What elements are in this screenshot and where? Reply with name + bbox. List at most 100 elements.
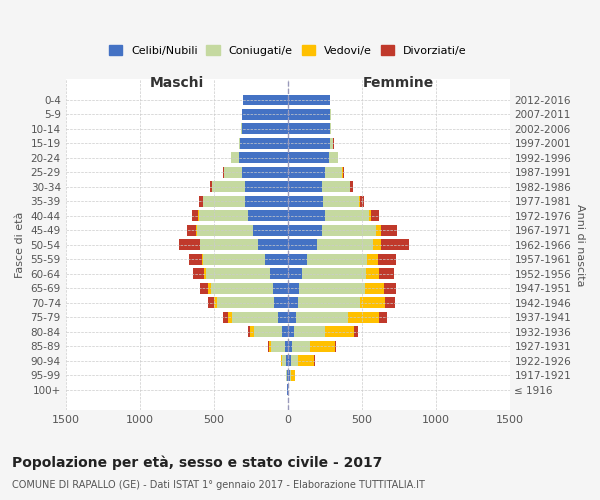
Bar (239, 152, 287, 164)
Bar (371, 210, 379, 222)
Bar (269, 341, 271, 351)
Bar (287, 356, 290, 366)
Bar (206, 268, 270, 279)
Bar (284, 341, 287, 351)
Bar (298, 356, 314, 366)
Bar (287, 283, 299, 294)
Bar (274, 298, 287, 308)
Bar (214, 298, 217, 308)
Bar (281, 326, 287, 337)
Bar (287, 109, 331, 120)
Bar (242, 109, 287, 120)
Bar (325, 167, 343, 178)
Bar (239, 138, 240, 149)
Bar (287, 268, 302, 279)
Bar (217, 298, 274, 308)
Bar (290, 370, 295, 380)
Bar (350, 182, 353, 192)
Bar (200, 240, 258, 250)
Bar (223, 312, 227, 322)
Bar (281, 356, 286, 366)
Bar (296, 312, 347, 322)
Bar (360, 298, 385, 308)
Bar (385, 298, 395, 308)
Bar (359, 196, 360, 207)
Bar (203, 196, 245, 207)
Bar (208, 283, 211, 294)
Bar (376, 225, 381, 236)
Bar (290, 356, 298, 366)
Bar (254, 326, 281, 337)
Bar (253, 225, 287, 236)
Bar (299, 283, 365, 294)
Bar (223, 167, 224, 178)
Bar (367, 254, 378, 264)
Bar (373, 240, 381, 250)
Bar (271, 341, 284, 351)
Bar (287, 196, 323, 207)
Bar (354, 326, 358, 337)
Bar (298, 298, 360, 308)
Bar (366, 268, 379, 279)
Bar (245, 196, 287, 207)
Bar (187, 225, 196, 236)
Bar (270, 268, 287, 279)
Bar (329, 152, 338, 164)
Bar (307, 254, 367, 264)
Text: Maschi: Maschi (149, 76, 204, 90)
Bar (243, 94, 287, 106)
Bar (287, 138, 331, 149)
Bar (323, 196, 359, 207)
Bar (310, 341, 335, 351)
Bar (287, 370, 290, 380)
Bar (240, 138, 287, 149)
Bar (192, 210, 199, 222)
Bar (287, 298, 298, 308)
Bar (287, 124, 331, 134)
Bar (287, 326, 293, 337)
Bar (205, 268, 206, 279)
Bar (197, 225, 253, 236)
Bar (211, 283, 273, 294)
Text: Femmine: Femmine (363, 76, 434, 90)
Bar (287, 254, 307, 264)
Bar (287, 152, 329, 164)
Bar (200, 283, 208, 294)
Bar (265, 254, 287, 264)
Bar (202, 254, 203, 264)
Bar (208, 298, 214, 308)
Bar (322, 182, 350, 192)
Bar (278, 312, 287, 322)
Bar (287, 341, 292, 351)
Bar (287, 94, 331, 106)
Legend: Celibi/Nubili, Coniugati/e, Vedovi/e, Divorziati/e: Celibi/Nubili, Coniugati/e, Vedovi/e, Di… (106, 42, 470, 60)
Bar (384, 283, 395, 294)
Bar (302, 268, 366, 279)
Bar (379, 312, 387, 322)
Bar (232, 312, 278, 322)
Bar (232, 152, 239, 164)
Bar (210, 182, 212, 192)
Bar (199, 210, 248, 222)
Bar (227, 312, 232, 322)
Bar (379, 268, 394, 279)
Bar (325, 326, 354, 337)
Bar (242, 124, 287, 134)
Bar (286, 356, 287, 366)
Bar (273, 283, 287, 294)
Bar (286, 370, 287, 380)
Bar (287, 167, 325, 178)
Bar (258, 240, 287, 250)
Bar (287, 210, 325, 222)
Bar (369, 210, 371, 222)
Bar (287, 225, 322, 236)
Bar (381, 240, 409, 250)
Bar (381, 225, 397, 236)
Bar (248, 326, 250, 337)
Bar (179, 240, 200, 250)
Bar (325, 210, 369, 222)
Bar (268, 341, 269, 351)
Bar (343, 167, 344, 178)
Bar (292, 341, 310, 351)
Bar (322, 225, 376, 236)
